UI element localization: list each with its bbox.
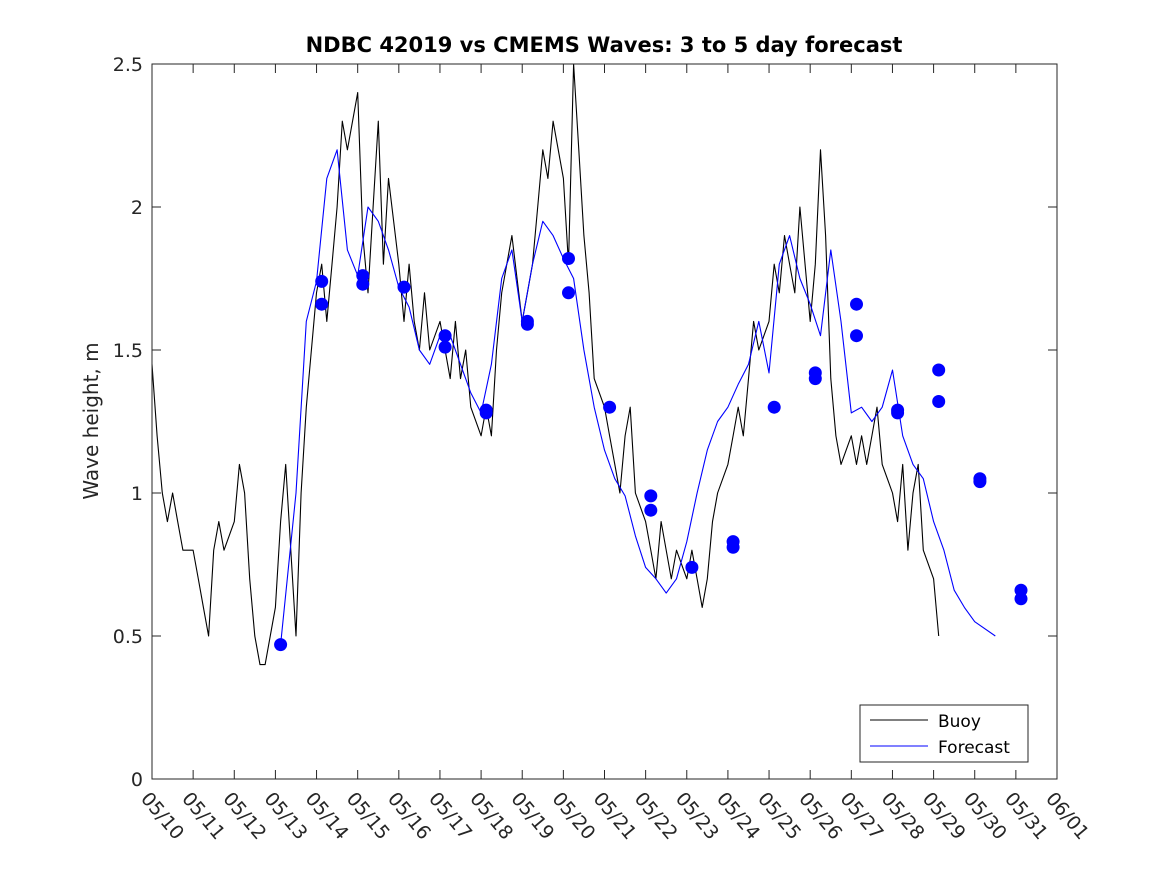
y-tick-label-2: 1 (131, 483, 143, 505)
y-axis-label: Wave height, m (79, 342, 103, 499)
forecast-marker-11 (520, 317, 534, 331)
forecast-marker-5 (397, 280, 411, 294)
forecast-marker-15 (644, 489, 658, 503)
forecast-marker-28 (932, 395, 946, 408)
y-tick-label-0: 0 (131, 769, 143, 791)
forecast-marker-16 (644, 503, 658, 517)
forecast-marker-30 (973, 475, 987, 489)
forecast-marker-19 (726, 540, 740, 554)
y-tick-label-4: 2 (131, 197, 143, 219)
forecast-marker-7 (438, 340, 452, 354)
plot-area: 00.511.522.505/1005/1105/1205/1305/1405/… (113, 54, 1093, 844)
legend-label-buoy: Buoy (938, 712, 981, 732)
forecast-marker-22 (808, 372, 822, 386)
forecast-marker-6 (438, 329, 452, 343)
forecast-marker-32 (1014, 592, 1028, 606)
forecast-marker-4 (356, 277, 370, 291)
y-tick-label-3: 1.5 (113, 340, 143, 362)
series-line-buoy (151, 63, 940, 666)
forecast-marker-2 (315, 297, 329, 311)
forecast-marker-0 (274, 638, 288, 652)
forecast-marker-9 (479, 406, 493, 420)
forecast-marker-23 (850, 297, 863, 311)
forecast-marker-14 (603, 400, 617, 414)
forecast-marker-1 (315, 274, 329, 288)
legend-label-forecast: Forecast (938, 738, 1010, 758)
y-tick-label-5: 2.5 (113, 54, 143, 76)
legend-box (859, 704, 1029, 763)
forecast-marker-27 (932, 363, 946, 377)
forecast-marker-12 (562, 252, 575, 265)
series-line-forecast (280, 149, 996, 645)
forecast-marker-13 (562, 286, 575, 300)
forecast-marker-26 (891, 406, 905, 420)
forecast-marker-24 (850, 329, 863, 343)
forecast-marker-20 (767, 400, 781, 414)
forecast-marker-17 (685, 560, 699, 574)
chart-title: NDBC 42019 vs CMEMS Waves: 3 to 5 day fo… (306, 33, 903, 57)
y-tick-label-1: 0.5 (113, 626, 143, 648)
plot-background (152, 64, 1057, 779)
